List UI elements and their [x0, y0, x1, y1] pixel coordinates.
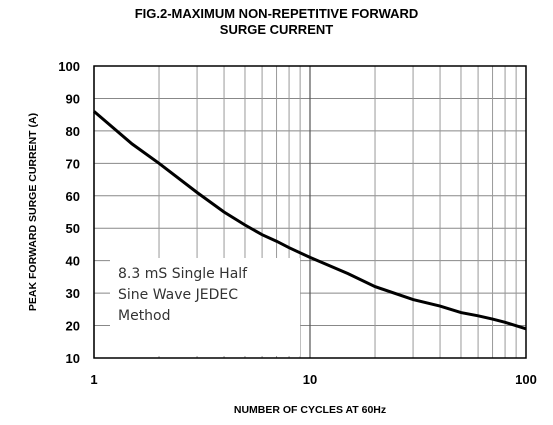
y-tick-label: 10 [66, 351, 80, 366]
title-line-1: FIG.2-MAXIMUM NON-REPETITIVE FORWARD [134, 6, 419, 21]
x-axis-label: NUMBER OF CYCLES AT 60Hz [234, 404, 386, 416]
y-tick-label: 40 [66, 254, 80, 269]
y-tick-label: 60 [66, 189, 80, 204]
test-condition-note: 8.3 mS Single Half Sine Wave JEDEC Metho… [110, 258, 300, 356]
note-line-1: 8.3 mS Single Half [118, 266, 248, 282]
note-line-3: Method [118, 308, 171, 324]
y-axis-label: PEAK FORWARD SURGE CURRENT (A) [27, 113, 39, 311]
y-tick-label: 90 [66, 91, 80, 106]
note-line-2: Sine Wave JEDEC [118, 287, 238, 303]
surge-current-curve [93, 110, 527, 331]
y-tick-label: 30 [66, 286, 80, 301]
y-tick-label: 100 [58, 59, 80, 74]
title-line-2: SURGE CURRENT [219, 22, 334, 37]
y-tick-label: 80 [66, 124, 80, 139]
x-tick-label: 1 [90, 372, 97, 387]
y-tick-label: 20 [66, 319, 80, 334]
x-tick-label: 100 [515, 372, 537, 387]
x-tick-label: 10 [303, 372, 317, 387]
tick-labels: 100 90 80 70 60 50 40 30 20 10 1 10 100 [58, 59, 537, 387]
plot-frame [93, 65, 527, 359]
y-tick-label: 50 [66, 221, 80, 236]
chart-title: FIG.2-MAXIMUM NON-REPETITIVE FORWARD SUR… [0, 6, 553, 38]
y-tick-label: 70 [66, 156, 80, 171]
